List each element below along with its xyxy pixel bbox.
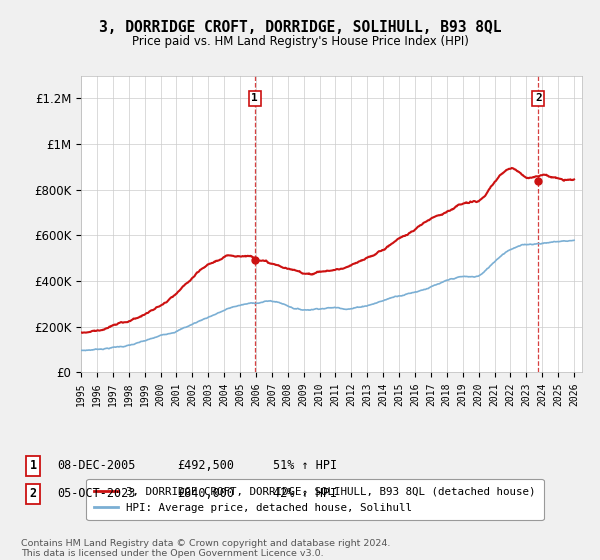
Text: 42% ↑ HPI: 42% ↑ HPI [273, 487, 337, 501]
Text: 2: 2 [29, 487, 37, 501]
Text: 1: 1 [29, 459, 37, 473]
Text: 1: 1 [251, 94, 258, 104]
Text: Price paid vs. HM Land Registry's House Price Index (HPI): Price paid vs. HM Land Registry's House … [131, 35, 469, 48]
Text: 3, DORRIDGE CROFT, DORRIDGE, SOLIHULL, B93 8QL: 3, DORRIDGE CROFT, DORRIDGE, SOLIHULL, B… [99, 20, 501, 35]
Text: 05-OCT-2023: 05-OCT-2023 [57, 487, 136, 501]
Text: £840,000: £840,000 [177, 487, 234, 501]
Legend: 3, DORRIDGE CROFT, DORRIDGE, SOLIHULL, B93 8QL (detached house), HPI: Average pr: 3, DORRIDGE CROFT, DORRIDGE, SOLIHULL, B… [86, 479, 544, 520]
Text: 08-DEC-2005: 08-DEC-2005 [57, 459, 136, 473]
Text: Contains HM Land Registry data © Crown copyright and database right 2024.
This d: Contains HM Land Registry data © Crown c… [21, 539, 391, 558]
Text: 2: 2 [535, 94, 542, 104]
Text: £492,500: £492,500 [177, 459, 234, 473]
Text: 51% ↑ HPI: 51% ↑ HPI [273, 459, 337, 473]
